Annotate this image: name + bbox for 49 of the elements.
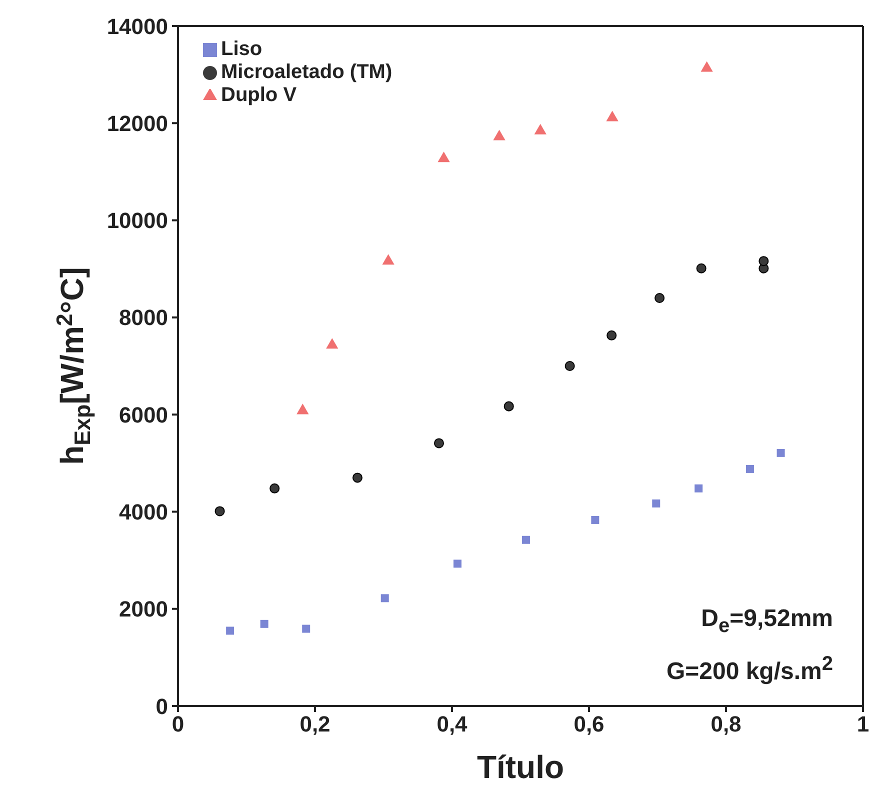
x-tick-label: 1 [856, 712, 870, 737]
y-tick-label: 4000 [119, 500, 168, 525]
point [438, 152, 450, 162]
point [380, 594, 389, 602]
point [214, 506, 225, 516]
point [352, 472, 362, 483]
point [382, 254, 394, 265]
point [654, 292, 665, 304]
point [434, 438, 444, 448]
legend-label: Liso [221, 38, 262, 60]
point [606, 330, 617, 340]
y-tick-label: 6000 [119, 402, 168, 428]
point [296, 404, 309, 414]
annotation: G=200 kg/s.m$^{2}$ [666, 653, 833, 686]
point [493, 130, 506, 140]
y-tick-label: 0 [156, 694, 168, 719]
point [260, 620, 268, 628]
point [453, 560, 462, 568]
point [696, 263, 706, 274]
y-tick-label: 10000 [106, 208, 168, 234]
point [746, 464, 754, 473]
x-axis-title: Título [476, 749, 564, 785]
legend-label: Duplo V [221, 84, 297, 106]
point [591, 516, 600, 524]
y-tick-label: 12000 [106, 110, 168, 136]
point [776, 448, 785, 457]
x-tick-label: 0,6 [574, 712, 604, 737]
point [700, 61, 713, 72]
x-tick-label: 0,4 [436, 712, 468, 737]
y-tick-label: 14000 [106, 14, 168, 39]
point [694, 484, 703, 492]
annotation: D$_{e}$=9,52mm [701, 605, 833, 638]
point [606, 110, 618, 122]
x-tick-label: 0,8 [710, 712, 742, 737]
point [652, 499, 660, 508]
point [270, 483, 280, 494]
y-tick-label: 8000 [119, 305, 168, 330]
point [326, 338, 338, 349]
x-tick-label: 0,2 [300, 712, 330, 737]
y-tick-label: 2000 [119, 596, 168, 622]
point [226, 626, 234, 635]
point [534, 124, 546, 134]
x-tick-label: 0 [172, 712, 184, 737]
legend-label: Microaletado (TM) [221, 61, 392, 83]
point [302, 624, 310, 633]
point [504, 401, 514, 412]
point [758, 256, 769, 266]
point [522, 536, 530, 544]
point [564, 360, 575, 372]
